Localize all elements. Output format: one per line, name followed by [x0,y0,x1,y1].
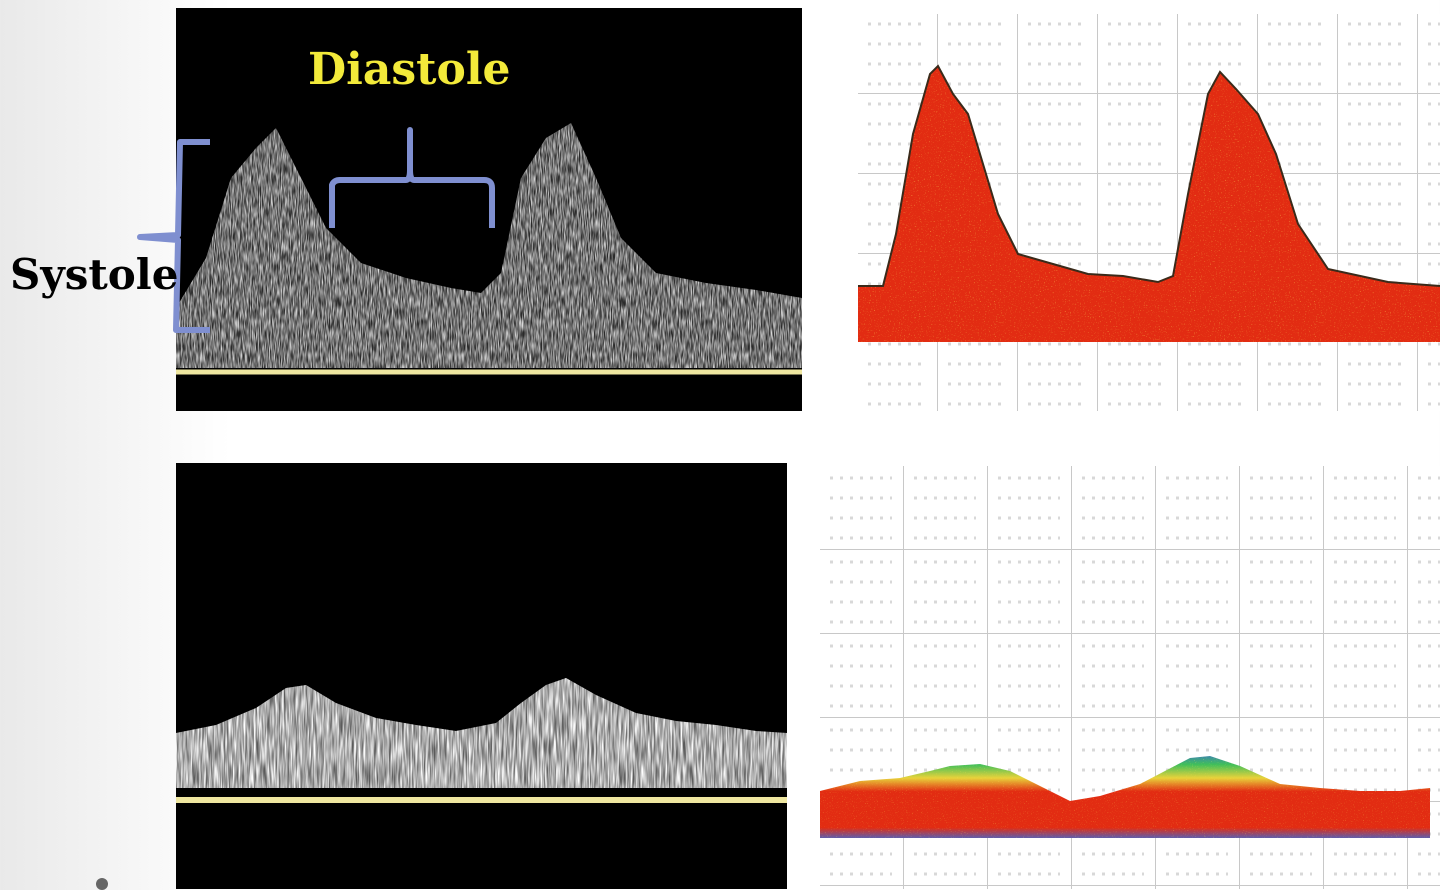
systole-label: Systole [10,250,179,299]
grayscale-doppler-bottom [176,463,787,889]
diastole-bracket [329,127,495,228]
systole-bracket [137,139,210,333]
color-doppler-bottom [820,466,1440,889]
color-doppler-top [858,14,1440,411]
diastole-label: Diastole [308,44,511,95]
slide-dot [96,878,108,890]
